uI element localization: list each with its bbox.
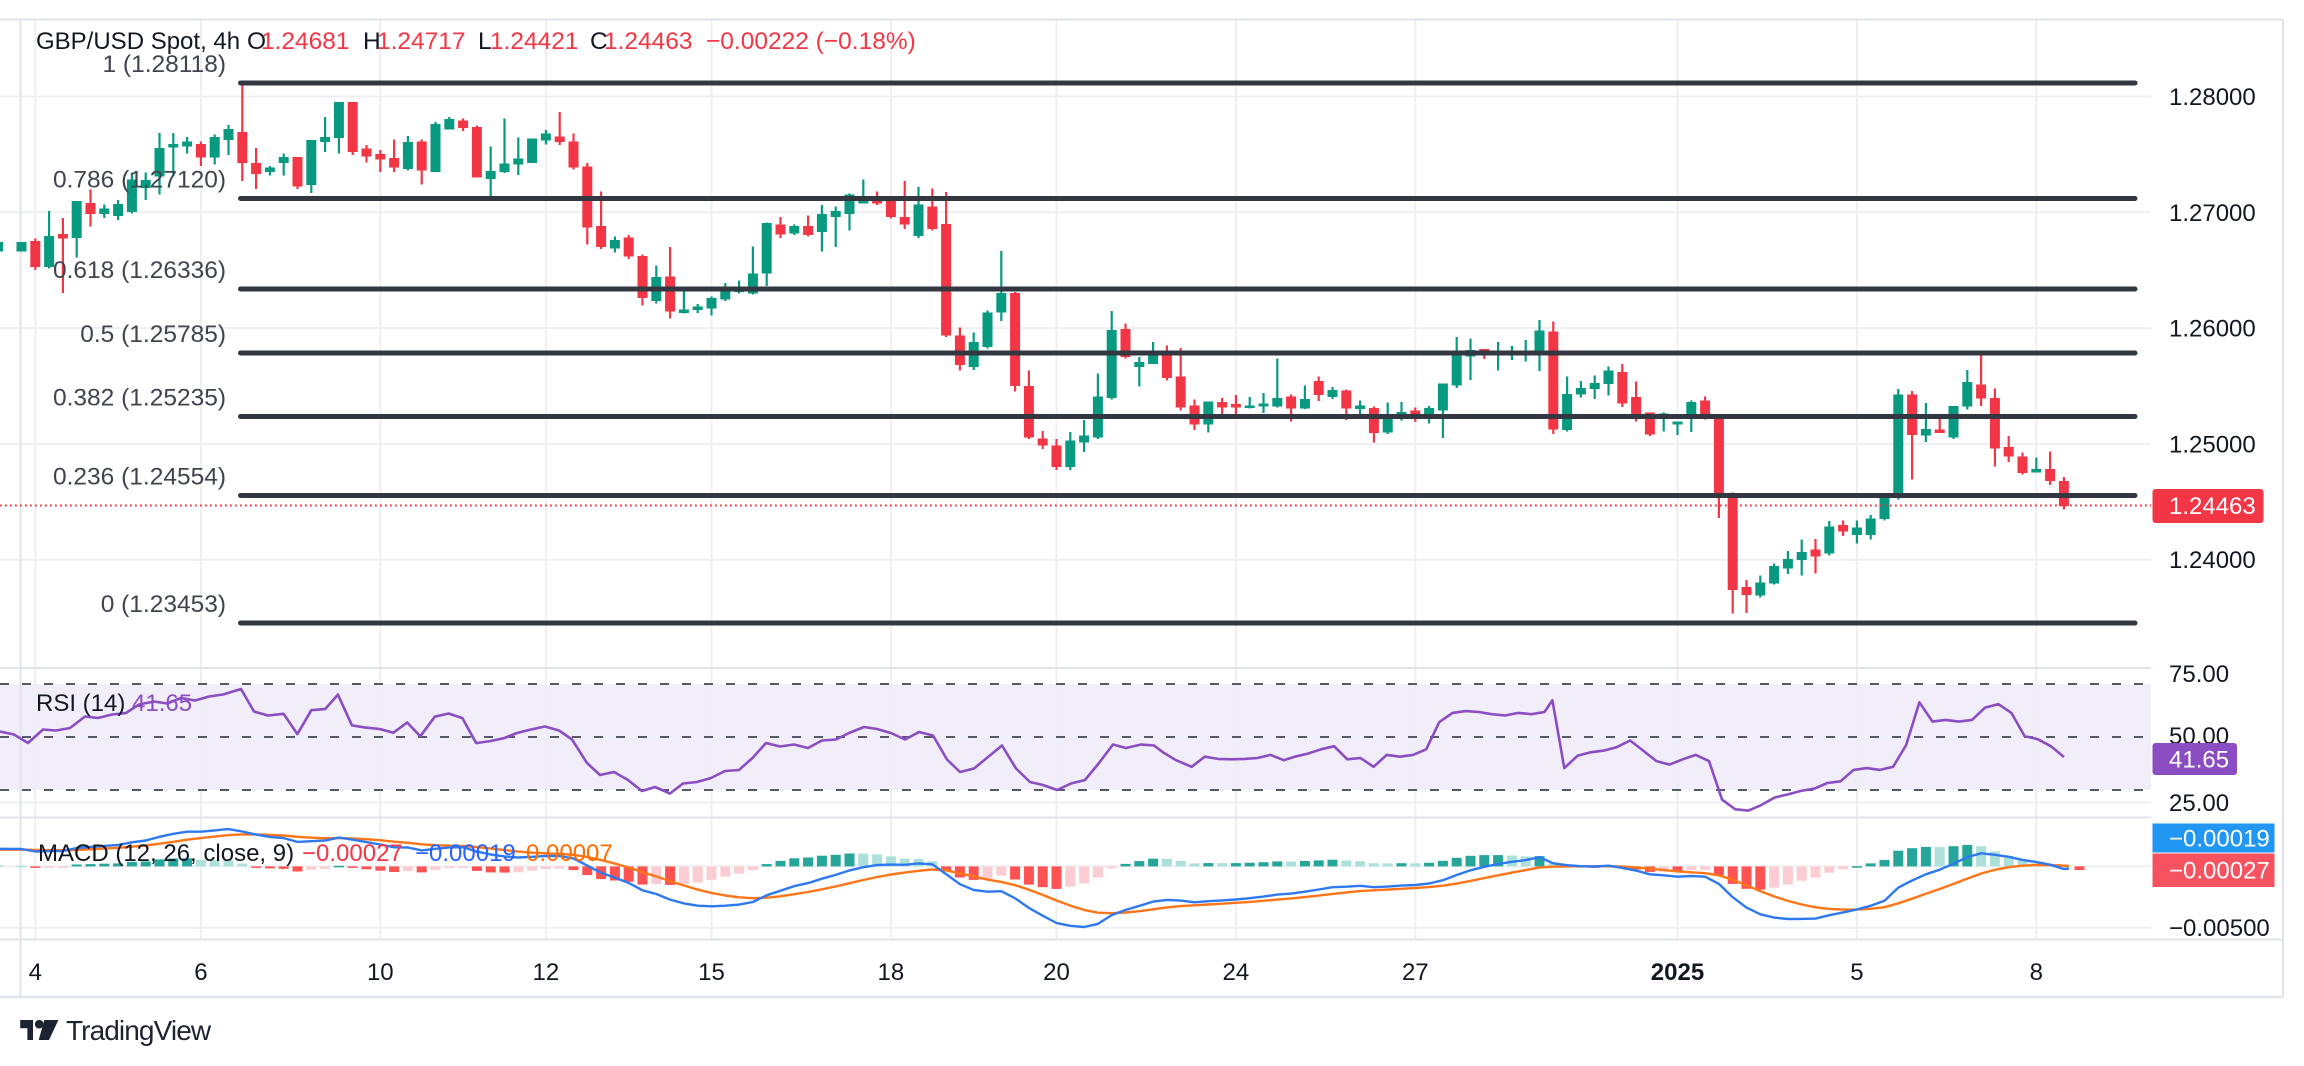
svg-text:−0.00027: −0.00027 bbox=[2169, 858, 2270, 885]
svg-text:75.00: 75.00 bbox=[2169, 661, 2229, 688]
svg-text:15: 15 bbox=[698, 959, 725, 986]
svg-text:4: 4 bbox=[29, 959, 42, 986]
svg-text:5: 5 bbox=[1850, 959, 1863, 986]
svg-text:20: 20 bbox=[1043, 959, 1070, 986]
svg-text:TradingView: TradingView bbox=[66, 1015, 212, 1046]
svg-text:41.65: 41.65 bbox=[2169, 747, 2229, 774]
svg-text:1.24000: 1.24000 bbox=[2169, 547, 2256, 574]
svg-text:0.236 (1.24554): 0.236 (1.24554) bbox=[53, 464, 226, 491]
svg-text:12: 12 bbox=[533, 959, 560, 986]
svg-text:0.382 (1.25235): 0.382 (1.25235) bbox=[53, 385, 226, 412]
svg-text:18: 18 bbox=[878, 959, 905, 986]
svg-text:1 (1.28118): 1 (1.28118) bbox=[103, 51, 227, 78]
svg-text:1.26000: 1.26000 bbox=[2169, 316, 2256, 343]
svg-text:8: 8 bbox=[2030, 959, 2043, 986]
svg-text:0.618 (1.26336): 0.618 (1.26336) bbox=[53, 257, 226, 284]
svg-text:6: 6 bbox=[194, 959, 207, 986]
svg-text:−0.00019: −0.00019 bbox=[2169, 826, 2270, 853]
svg-text:2025: 2025 bbox=[1651, 959, 1704, 986]
svg-text:MACD (12, 26, close, 9)−0.0002: MACD (12, 26, close, 9) −0.00027 −0.00019 0… bbox=[38, 840, 613, 867]
svg-text:24: 24 bbox=[1223, 959, 1250, 986]
svg-text:1.24463: 1.24463 bbox=[2169, 493, 2256, 520]
svg-text:1.27000: 1.27000 bbox=[2169, 200, 2256, 227]
svg-text:25.00: 25.00 bbox=[2169, 790, 2229, 817]
svg-text:0.786 (1.27120): 0.786 (1.27120) bbox=[53, 167, 226, 194]
svg-text:GBP/USD Spot, 4h: GBP/USD Spot, 4h bbox=[36, 28, 240, 55]
svg-text:0.5 (1.25785): 0.5 (1.25785) bbox=[80, 321, 226, 348]
svg-text:27: 27 bbox=[1402, 959, 1429, 986]
svg-text:RSI (14) 41.65: RSI (14) 41.65 bbox=[36, 690, 192, 717]
svg-text:−0.00500: −0.00500 bbox=[2169, 915, 2270, 942]
svg-text:10: 10 bbox=[367, 959, 394, 986]
svg-text:1.28000: 1.28000 bbox=[2169, 84, 2256, 111]
svg-text:1.25000: 1.25000 bbox=[2169, 431, 2256, 458]
svg-text:0 (1.23453): 0 (1.23453) bbox=[101, 591, 226, 618]
